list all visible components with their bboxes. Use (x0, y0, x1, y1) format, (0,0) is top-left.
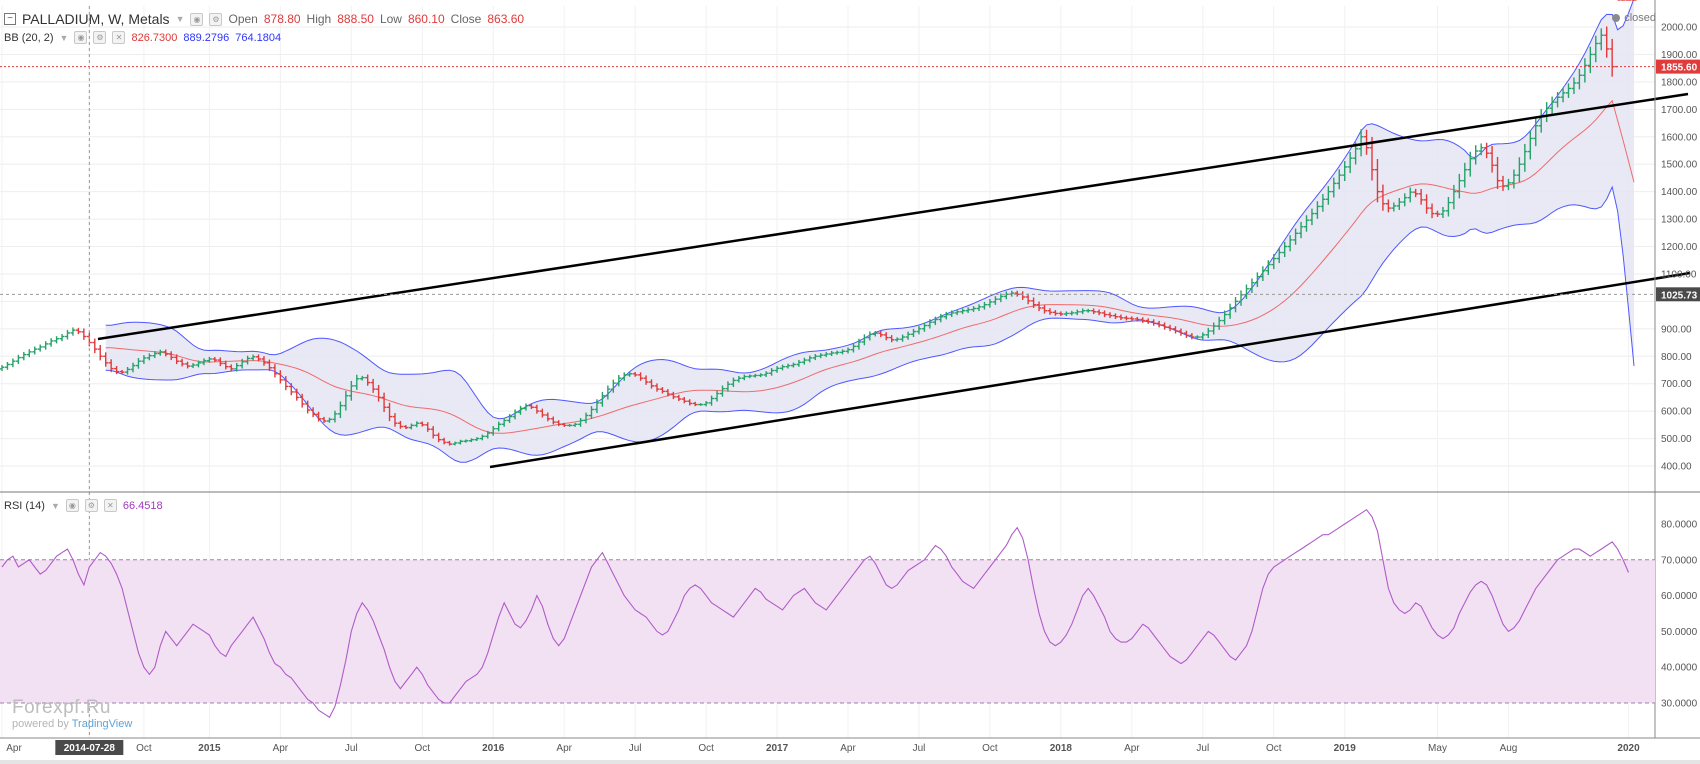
crosshair-date-badge (55, 740, 124, 755)
symbol-legend: − PALLADIUM, W, Metals ▼ ◉ ⚙ Open 878.80… (4, 11, 524, 27)
settings-icon[interactable]: ⚙ (93, 31, 107, 44)
crosshair-date-text: 2014-07-28 (64, 743, 116, 754)
collapse-icon[interactable]: − (4, 13, 16, 25)
status-text: closed (1624, 12, 1656, 24)
current-price-badge (1656, 59, 1700, 74)
rsi-legend: RSI (14) ▼ ◉ ⚙ ✕ 66.4518 (4, 499, 163, 512)
eye-icon[interactable]: ◉ (74, 31, 88, 44)
price-tick-label: 1300.00 (1661, 215, 1698, 226)
time-tick-label: Jul (913, 743, 926, 754)
price-tick-label: 1500.00 (1661, 160, 1698, 171)
eye-icon[interactable]: ◉ (190, 12, 204, 26)
crosshair-price-badge (1656, 287, 1700, 302)
price-tick-label: 800.00 (1661, 352, 1692, 363)
rsi-tick-label: 40.0000 (1661, 663, 1698, 674)
time-tick-label: Oct (698, 743, 714, 754)
price-tick-label: 500.00 (1661, 434, 1692, 445)
watermark-main: Forexpf.Ru (12, 697, 111, 718)
time-tick-label: Oct (982, 743, 998, 754)
bottom-toolbar (0, 760, 1700, 764)
price-tick-label: 900.00 (1661, 324, 1692, 335)
low-value: 860.10 (407, 12, 445, 26)
time-tick-label: 2019 (1334, 743, 1357, 754)
bb-legend: BB (20, 2) ▼ ◉ ⚙ ✕ 826.7300 889.2796 764… (4, 31, 281, 44)
close-label: Close (450, 12, 482, 26)
symbol-title: PALLADIUM, W, Metals (22, 11, 170, 27)
price-tick-label: 1100.00 (1661, 269, 1697, 280)
watermark-powered: powered by (12, 718, 69, 730)
price-tick-label: 1800.00 (1661, 77, 1698, 88)
time-tick-label: Aug (1500, 743, 1518, 754)
status-dot-icon (1612, 14, 1621, 22)
chevron-down-icon[interactable]: ▼ (175, 14, 185, 24)
time-tick-label: Jul (629, 743, 642, 754)
time-tick-label: 2016 (482, 743, 505, 754)
close-icon[interactable]: ✕ (103, 499, 117, 512)
price-tick-label: 700.00 (1661, 379, 1692, 390)
time-tick-label: Apr (6, 743, 22, 754)
bb-lower-value: 764.1804 (235, 31, 282, 44)
rsi-tick-label: 70.0000 (1661, 555, 1698, 566)
rsi-tick-label: 30.0000 (1661, 699, 1698, 710)
time-tick-label: Oct (414, 743, 430, 754)
lower-trendline (489, 271, 1691, 469)
price-tick-label: 1400.00 (1661, 187, 1698, 198)
high-value: 888.50 (337, 12, 374, 26)
time-tick-label: 2018 (1050, 743, 1073, 754)
low-label: Low (379, 12, 402, 26)
rsi-tick-label: 80.0000 (1661, 520, 1698, 531)
bollinger-lower-line (105, 185, 1635, 463)
bollinger-band-fill (105, 0, 1634, 463)
bb-label[interactable]: BB (20, 2) (4, 31, 54, 44)
rsi-tick-label: 50.0000 (1661, 627, 1698, 638)
close-icon[interactable]: ✕ (112, 31, 126, 44)
price-tick-label: 1600.00 (1661, 132, 1698, 143)
current-price-text: 1855.60 (1661, 63, 1698, 74)
time-tick-label: Apr (556, 743, 572, 754)
watermark-sub: powered by TradingView (12, 718, 132, 730)
chevron-down-icon[interactable]: ▼ (59, 32, 69, 43)
upper-trendline (97, 92, 1689, 341)
high-label: High (306, 12, 332, 26)
market-status: closed (1612, 12, 1656, 24)
time-tick-label: 2015 (198, 743, 221, 754)
time-tick-label: Jul (1196, 743, 1209, 754)
time-tick-label: Oct (1266, 743, 1282, 754)
ohlc-bars (0, 0, 1637, 446)
chevron-down-icon[interactable]: ▼ (50, 500, 60, 511)
time-tick-label: 2017 (766, 743, 789, 754)
watermark: Forexpf.Ru powered by TradingView (12, 697, 132, 730)
time-tick-label: Jul (345, 743, 358, 754)
time-tick-label: May (1428, 743, 1447, 754)
price-tick-label: 600.00 (1661, 407, 1692, 418)
price-tick-label: 1700.00 (1661, 105, 1698, 116)
settings-icon[interactable]: ⚙ (209, 12, 223, 26)
close-value: 863.60 (487, 12, 525, 26)
time-tick-label: Oct (136, 743, 152, 754)
rsi-label[interactable]: RSI (14) (4, 499, 45, 512)
time-tick-label: Apr (273, 743, 289, 754)
price-tick-label: 1200.00 (1661, 242, 1698, 253)
time-tick-label: 2020 (1617, 743, 1640, 754)
bb-upper-value: 889.2796 (183, 31, 230, 44)
watermark-brand[interactable]: TradingView (71, 718, 133, 730)
rsi-value: 66.4518 (122, 499, 163, 512)
price-tick-label: 2000.00 (1661, 23, 1698, 34)
bb-basis-value: 826.7300 (131, 31, 178, 44)
eye-icon[interactable]: ◉ (65, 499, 79, 512)
rsi-tick-label: 60.0000 (1661, 591, 1698, 602)
bollinger-basis-line (105, 99, 1635, 434)
open-label: Open (228, 12, 258, 26)
time-tick-label: Apr (840, 743, 856, 754)
price-tick-label: 400.00 (1661, 462, 1692, 473)
time-tick-label: Apr (1124, 743, 1140, 754)
rsi-band (0, 559, 1655, 703)
crosshair-price-text: 1025.73 (1661, 290, 1698, 301)
rsi-line (1, 508, 1630, 719)
price-tick-label: 1900.00 (1661, 50, 1698, 61)
open-value: 878.80 (263, 12, 301, 26)
settings-icon[interactable]: ⚙ (84, 499, 98, 512)
